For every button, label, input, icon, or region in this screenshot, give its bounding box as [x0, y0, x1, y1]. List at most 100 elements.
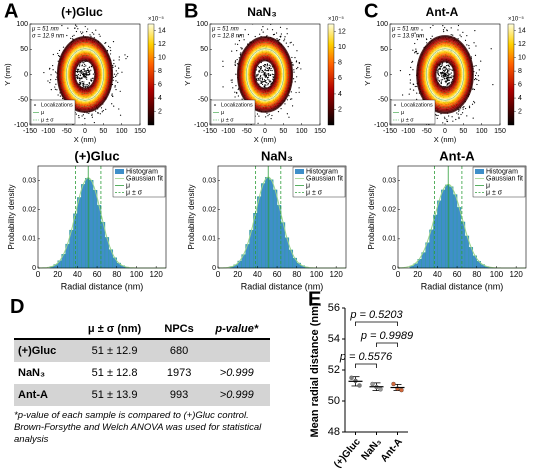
npcs-cell: 993: [154, 384, 204, 406]
plot-area: [43, 24, 129, 125]
localization-dot: [451, 75, 453, 77]
colorbar: [327, 23, 335, 126]
legend-label: Localizations: [401, 102, 433, 108]
localization-dot: [83, 65, 85, 68]
localization-dot: [85, 74, 88, 76]
localization-dot: [235, 85, 237, 87]
localization-dot: [439, 68, 442, 70]
localization-dot: [260, 66, 262, 68]
chart-title: (+)Gluc: [61, 5, 103, 19]
x-tick-label: -150: [383, 128, 397, 135]
density-ring: [246, 49, 284, 100]
localization-dot: [266, 78, 269, 80]
localization-dot: [264, 80, 266, 82]
localization-dot: [84, 117, 86, 120]
y-tick-label: 0.03: [382, 177, 396, 184]
table-row: NaN₃ 51 ± 12.8 1973 >0.999: [14, 362, 270, 384]
localization-dot: [438, 74, 440, 77]
legend-marker: [34, 104, 36, 106]
localization-dot: [273, 33, 276, 35]
localization-dot: [58, 55, 61, 57]
localization-dot: [470, 56, 472, 58]
legend-label: Histogram: [486, 168, 518, 175]
localization-dot: [441, 63, 444, 65]
chart-title: (+)Gluc: [74, 148, 119, 163]
localization-dot: [271, 69, 273, 72]
localization-dot: [473, 102, 476, 104]
colorbar-tick-label: 14: [518, 28, 526, 35]
density-ring: [432, 57, 458, 92]
significance-bracket: [355, 363, 377, 368]
x-tick-label: 50: [279, 128, 287, 135]
localization-dot: [260, 74, 262, 77]
colorbar-tick-label: 2: [338, 106, 342, 113]
localization-dot: [420, 35, 423, 37]
localization-dot: [238, 40, 241, 42]
localization-dot: [86, 31, 88, 33]
localization-dot: [84, 25, 86, 28]
localization-dot: [82, 76, 84, 78]
density-ring: [422, 43, 468, 106]
localization-dot: [261, 77, 263, 79]
localization-dot: [280, 108, 282, 110]
localization-dot: [78, 65, 81, 67]
localization-dot: [259, 66, 261, 69]
localization-dot: [112, 41, 115, 43]
density-ring: [59, 40, 111, 109]
npcs-cell: 1973: [166, 367, 192, 379]
y-tick-label: 0: [32, 265, 36, 272]
localization-dot: [409, 88, 411, 90]
density-ring: [69, 53, 101, 96]
localization-dot: [92, 73, 95, 75]
localization-dot: [445, 80, 447, 82]
density-ring: [428, 51, 462, 98]
y-tick-label: 0.01: [22, 236, 36, 243]
localization-dot: [288, 95, 290, 97]
localization-dot: [263, 86, 265, 88]
localization-dot: [81, 83, 83, 85]
mu-sigma-ring: [241, 42, 289, 107]
localization-dot: [73, 34, 75, 36]
plot-area: [222, 24, 302, 125]
histogram-bar: [272, 189, 278, 269]
localization-dot: [477, 75, 479, 77]
localization-dot: [464, 39, 467, 41]
localization-dot: [288, 116, 290, 118]
localization-dot: [232, 87, 234, 89]
histogram-bar: [456, 207, 462, 269]
localization-dot: [465, 107, 467, 110]
localization-dot: [222, 86, 224, 88]
localization-dot: [81, 33, 83, 35]
localization-dot: [448, 74, 450, 76]
x-tick-label: (+)Gluc: [332, 436, 363, 470]
localization-dot: [240, 47, 242, 49]
localization-dot: [257, 73, 259, 75]
localization-dot: [429, 27, 432, 29]
y-tick-label: 0.03: [22, 177, 36, 184]
localization-dot: [236, 91, 238, 94]
localization-dot: [241, 98, 243, 100]
x-axis-label: X (nm): [434, 135, 457, 144]
colorbar-tick-label: 2: [158, 108, 162, 115]
localization-dot: [415, 48, 417, 50]
localization-dot: [99, 35, 101, 37]
localization-dot: [80, 81, 82, 83]
localization-dot: [90, 78, 92, 80]
y-tick-label: 0.01: [382, 236, 396, 243]
localization-dot: [261, 83, 264, 86]
annotation: μ = 51 nm: [391, 27, 419, 33]
localization-dot: [444, 27, 446, 29]
density-ring: [239, 40, 291, 109]
chart-title: Ant-A: [426, 5, 459, 19]
density-ring: [416, 35, 474, 114]
localization-dot: [58, 49, 61, 52]
localization-dot: [399, 70, 402, 72]
localization-dot: [75, 113, 77, 115]
localization-dot: [291, 105, 294, 107]
x-tick-label: -50: [422, 128, 432, 135]
localization-dot: [426, 42, 428, 44]
density-ring: [68, 51, 102, 98]
localization-dot: [259, 71, 261, 73]
x-tick-label: 120: [149, 270, 163, 279]
x-tick-label: 80: [112, 270, 121, 279]
